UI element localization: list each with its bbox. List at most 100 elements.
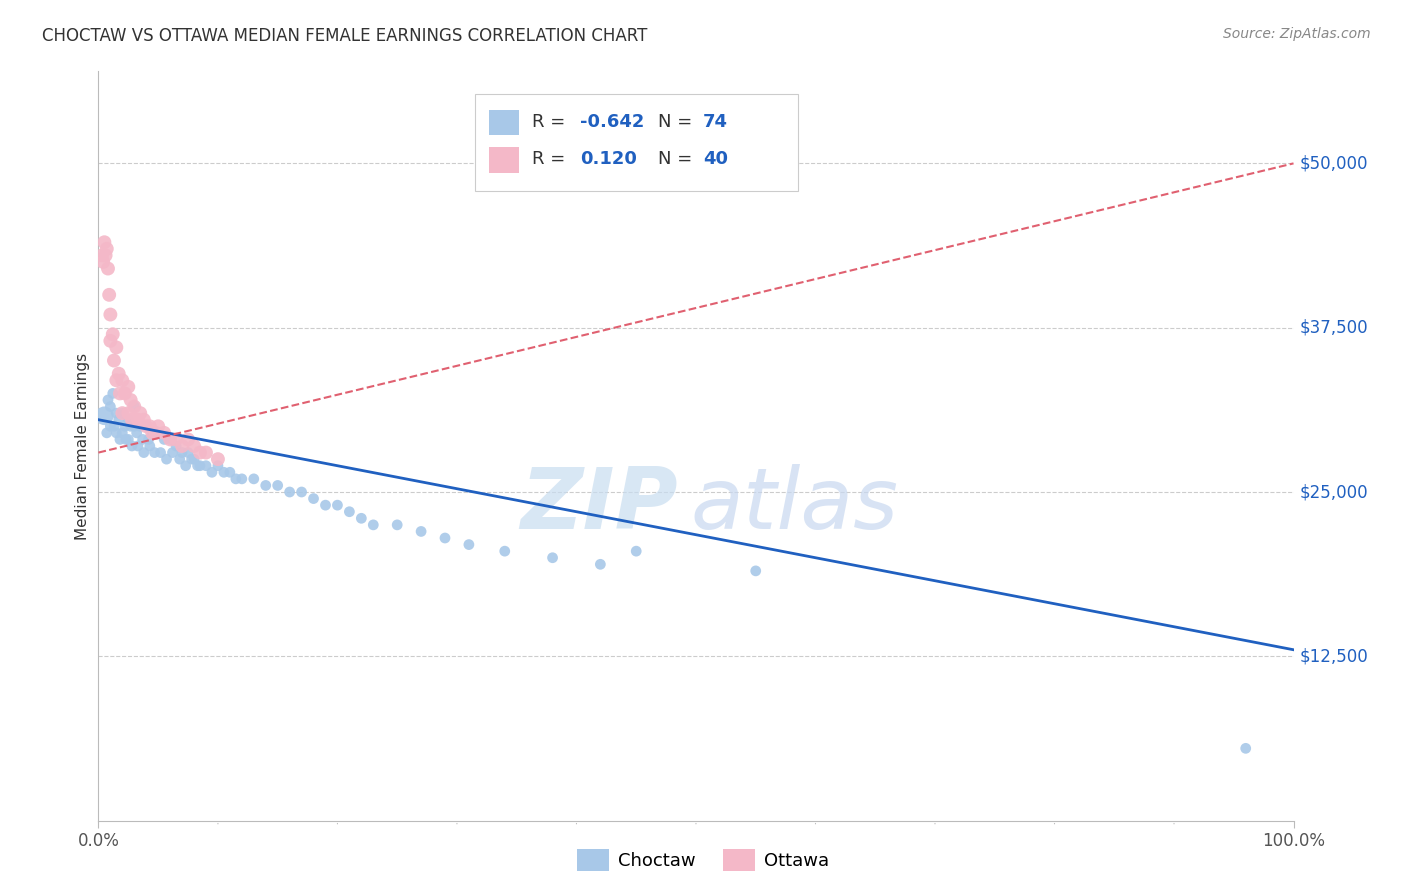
Point — [458, 538, 481, 552]
Point — [201, 465, 224, 479]
FancyBboxPatch shape — [489, 110, 519, 135]
Point — [117, 433, 139, 447]
Point — [97, 392, 120, 407]
Point — [326, 498, 349, 512]
Point — [129, 419, 152, 434]
Point — [101, 327, 124, 342]
Point — [187, 458, 209, 473]
Point — [121, 439, 143, 453]
Text: Source: ZipAtlas.com: Source: ZipAtlas.com — [1223, 27, 1371, 41]
Point — [159, 433, 181, 447]
Point — [162, 445, 184, 459]
Point — [243, 472, 266, 486]
Point — [125, 425, 148, 440]
Point — [103, 353, 125, 368]
Point — [148, 419, 170, 434]
Point — [411, 524, 433, 539]
Point — [145, 425, 167, 440]
Point — [434, 531, 457, 545]
Point — [494, 544, 516, 558]
Point — [135, 419, 157, 434]
Point — [183, 439, 205, 453]
Point — [98, 288, 121, 302]
Point — [91, 255, 114, 269]
Point — [385, 517, 409, 532]
Y-axis label: Median Female Earnings: Median Female Earnings — [75, 352, 90, 540]
Text: 74: 74 — [703, 112, 728, 130]
Point — [177, 445, 200, 459]
Point — [141, 425, 163, 440]
Point — [115, 433, 138, 447]
Text: R =: R = — [533, 150, 576, 168]
Point — [188, 445, 211, 459]
Text: CHOCTAW VS OTTAWA MEDIAN FEMALE EARNINGS CORRELATION CHART: CHOCTAW VS OTTAWA MEDIAN FEMALE EARNINGS… — [42, 27, 648, 45]
Point — [169, 452, 191, 467]
Point — [225, 472, 247, 486]
Text: $50,000: $50,000 — [1299, 154, 1368, 172]
Point — [177, 433, 200, 447]
Point — [195, 445, 218, 459]
Point — [108, 433, 131, 447]
Text: $12,500: $12,500 — [1299, 648, 1368, 665]
Point — [165, 439, 187, 453]
Point — [105, 406, 128, 420]
Point — [107, 413, 129, 427]
Point — [141, 425, 163, 440]
Point — [114, 419, 136, 434]
Point — [174, 458, 197, 473]
Point — [111, 406, 134, 420]
Point — [129, 406, 152, 420]
Point — [339, 505, 361, 519]
Point — [117, 406, 139, 420]
Point — [159, 433, 181, 447]
Text: N =: N = — [658, 150, 697, 168]
Point — [127, 413, 149, 427]
Point — [212, 465, 235, 479]
Point — [132, 413, 155, 427]
Point — [93, 409, 115, 423]
Point — [111, 425, 134, 440]
Point — [124, 419, 146, 434]
Point — [124, 400, 146, 414]
Point — [131, 433, 153, 447]
Point — [97, 261, 120, 276]
Text: -0.642: -0.642 — [581, 112, 644, 130]
Point — [101, 386, 124, 401]
Point — [98, 334, 122, 348]
Point — [108, 386, 131, 401]
Point — [148, 425, 170, 440]
Point — [96, 425, 118, 440]
Point — [350, 511, 373, 525]
Point — [219, 465, 242, 479]
Point — [207, 458, 229, 473]
Point — [98, 308, 122, 322]
Point — [165, 433, 187, 447]
Point — [120, 419, 142, 434]
Point — [105, 340, 128, 354]
Point — [267, 478, 290, 492]
Text: 40: 40 — [703, 150, 728, 168]
Point — [231, 472, 253, 486]
Point — [138, 433, 160, 447]
Point — [172, 445, 194, 459]
Point — [114, 386, 136, 401]
Point — [143, 445, 166, 459]
Point — [155, 452, 177, 467]
Point — [188, 458, 211, 473]
Point — [291, 485, 314, 500]
Point — [207, 452, 229, 467]
Point — [111, 406, 134, 420]
Point — [127, 439, 149, 453]
Point — [278, 485, 301, 500]
FancyBboxPatch shape — [489, 147, 519, 172]
Point — [93, 235, 115, 250]
Point — [98, 419, 122, 434]
Point — [120, 392, 142, 407]
Point — [149, 445, 172, 459]
Point — [135, 419, 157, 434]
Point — [105, 425, 128, 440]
Point — [139, 439, 162, 453]
Point — [626, 544, 648, 558]
Point — [745, 564, 768, 578]
Point — [139, 419, 162, 434]
